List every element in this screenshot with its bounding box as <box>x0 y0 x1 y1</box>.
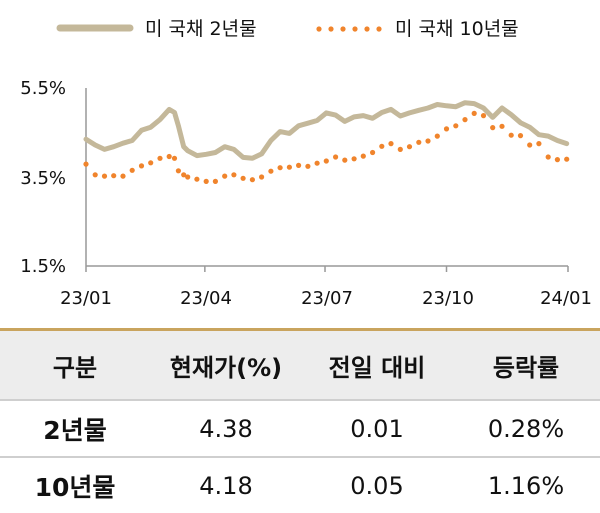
cell-change: 0.05 <box>302 456 452 513</box>
data-point <box>268 168 274 174</box>
cell-change-rate: 0.28% <box>452 399 600 457</box>
series-2y <box>83 100 570 161</box>
data-point <box>185 174 191 180</box>
data-point <box>425 138 431 144</box>
header-current-price: 현재가(%) <box>150 328 302 400</box>
data-point <box>171 155 178 161</box>
header-category: 구분 <box>0 328 150 400</box>
yield-table-container: 구분 현재가(%) 전일 대비 등락률 2년물 4.38 0.01 0.28% … <box>0 328 600 513</box>
data-point <box>527 142 533 148</box>
series-10y <box>83 110 570 184</box>
series-layer <box>83 100 570 184</box>
table-header-row: 구분 현재가(%) 전일 대비 등락률 <box>0 328 600 400</box>
header-change-rate: 등락률 <box>452 328 600 400</box>
data-point <box>194 176 200 182</box>
cell-change: 0.01 <box>302 399 452 457</box>
legend-dot <box>316 26 322 32</box>
data-point <box>175 168 181 174</box>
cell-change-rate: 1.16% <box>452 456 600 513</box>
data-point <box>259 174 265 180</box>
data-point <box>480 113 487 119</box>
table-row: 2년물 4.38 0.01 0.28% <box>0 399 600 457</box>
data-point <box>499 123 505 129</box>
data-point <box>92 172 98 178</box>
data-point <box>360 153 366 159</box>
y-tick-label: 5.5% <box>20 78 66 99</box>
x-tick-label: 23/01 <box>60 288 112 309</box>
series-line <box>83 100 570 161</box>
x-tick-label: 23/10 <box>422 288 474 309</box>
data-point <box>416 139 422 145</box>
data-point <box>203 178 209 184</box>
data-point <box>397 146 403 152</box>
data-point <box>545 154 551 160</box>
data-point <box>388 141 394 147</box>
data-point <box>333 154 339 160</box>
header-change: 전일 대비 <box>302 328 452 400</box>
row-label: 10년물 <box>0 456 150 513</box>
row-label: 2년물 <box>0 399 150 457</box>
data-point <box>249 177 255 183</box>
data-point <box>166 153 172 160</box>
legend-dot <box>328 26 334 32</box>
data-point <box>212 178 218 184</box>
data-point <box>157 155 163 161</box>
x-tick-marks <box>85 266 569 272</box>
data-point <box>490 125 496 131</box>
data-point <box>231 172 237 178</box>
x-tick-label: 23/07 <box>301 288 353 309</box>
legend-dots-10y <box>316 26 382 32</box>
data-point <box>434 133 440 139</box>
data-point <box>406 144 413 150</box>
data-point <box>342 157 348 163</box>
legend-dot <box>340 26 346 32</box>
data-point <box>111 173 117 179</box>
yield-table: 구분 현재가(%) 전일 대비 등락률 2년물 4.38 0.01 0.28% … <box>0 328 600 513</box>
data-point <box>120 173 126 179</box>
cell-current-price: 4.38 <box>150 399 302 457</box>
data-point <box>471 110 477 116</box>
legend: 미 국채 2년물 미 국채 10년물 <box>56 18 519 40</box>
y-tick-label: 3.5% <box>20 168 66 189</box>
legend-dot <box>376 26 382 32</box>
data-point <box>286 164 292 170</box>
data-point <box>222 173 228 179</box>
legend-dot <box>364 26 370 32</box>
data-point <box>305 163 311 169</box>
data-point <box>314 160 320 166</box>
data-point <box>564 156 570 162</box>
data-point <box>351 156 357 162</box>
x-tick-label: 23/04 <box>180 288 232 309</box>
data-point <box>554 157 561 163</box>
data-point <box>83 161 89 167</box>
x-tick-label: 24/01 <box>540 288 592 309</box>
cell-current-price: 4.18 <box>150 456 302 513</box>
data-point <box>379 143 385 149</box>
data-point <box>296 162 302 168</box>
legend-dot <box>352 26 358 32</box>
data-point <box>508 132 514 138</box>
data-point <box>536 141 542 147</box>
table-row: 10년물 4.18 0.05 1.16% <box>0 456 600 513</box>
legend-label-10y: 미 국채 10년물 <box>395 18 519 40</box>
data-point <box>240 175 246 181</box>
data-point <box>129 167 135 173</box>
data-point <box>138 163 145 169</box>
data-point <box>453 123 459 129</box>
legend-label-2y: 미 국채 2년물 <box>145 18 257 40</box>
data-point <box>370 149 376 156</box>
y-tick-label: 1.5% <box>20 256 66 277</box>
data-point <box>323 158 329 164</box>
data-point <box>101 173 108 179</box>
data-point <box>277 165 283 171</box>
data-point <box>148 160 154 166</box>
data-point <box>517 133 524 139</box>
data-point <box>462 117 468 123</box>
yield-chart: 미 국채 2년물 미 국채 10년물 5.5% 3.5% 1.5% 23/01 … <box>20 18 592 309</box>
data-point <box>443 126 450 132</box>
data-point <box>181 172 187 178</box>
